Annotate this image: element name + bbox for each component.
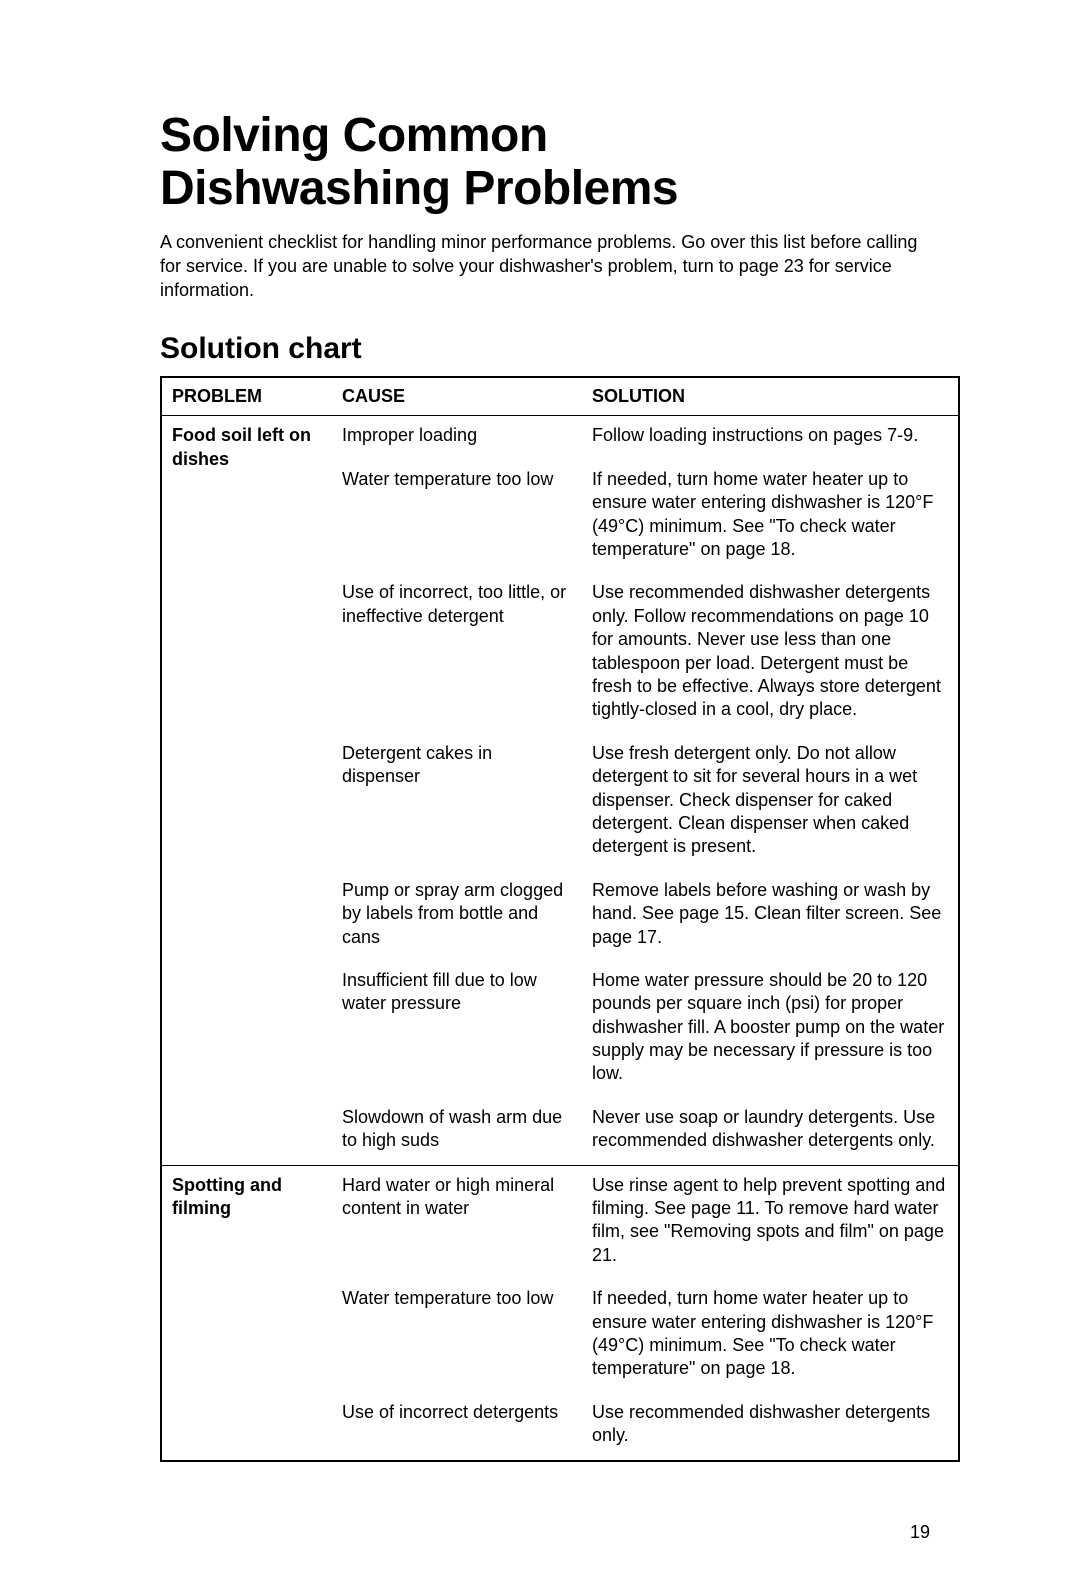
header-solution: SOLUTION [582, 377, 959, 416]
solution-cell: Remove labels before washing or wash by … [582, 871, 959, 961]
solution-cell: Use fresh detergent only. Do not allow d… [582, 734, 959, 871]
intro-text: A convenient checklist for handling mino… [160, 230, 940, 303]
cause-cell: Pump or spray arm clogged by labels from… [332, 871, 582, 961]
solution-cell: If needed, turn home water heater up to … [582, 1279, 959, 1393]
cause-cell: Insufficient fill due to low water press… [332, 961, 582, 1098]
problem-cell: Food soil left on dishes [161, 416, 332, 1165]
solution-cell: Never use soap or laundry detergents. Us… [582, 1098, 959, 1165]
page-content: Solving Common Dishwashing Problems A co… [0, 0, 1080, 1583]
page-number: 19 [160, 1462, 960, 1543]
cause-cell: Hard water or high mineral content in wa… [332, 1165, 582, 1279]
header-problem: PROBLEM [161, 377, 332, 416]
header-cause: CAUSE [332, 377, 582, 416]
table-header-row: PROBLEM CAUSE SOLUTION [161, 377, 959, 416]
cause-cell: Water temperature too low [332, 1279, 582, 1393]
solution-cell: Use recommended dishwasher detergents on… [582, 573, 959, 733]
page-title: Solving Common Dishwashing Problems [160, 110, 960, 216]
solution-cell: Follow loading instructions on pages 7-9… [582, 416, 959, 460]
cause-cell: Use of incorrect detergents [332, 1393, 582, 1461]
subheading: Solution chart [160, 332, 960, 366]
cause-cell: Water temperature too low [332, 460, 582, 574]
cause-cell: Detergent cakes in dispenser [332, 734, 582, 871]
title-line-2: Dishwashing Problems [160, 162, 678, 215]
solution-cell: If needed, turn home water heater up to … [582, 460, 959, 574]
cause-cell: Improper loading [332, 416, 582, 460]
solution-cell: Home water pressure should be 20 to 120 … [582, 961, 959, 1098]
solution-cell: Use recommended dishwasher detergents on… [582, 1393, 959, 1461]
table-row: Food soil left on dishes Improper loadin… [161, 416, 959, 460]
problem-cell: Spotting and filming [161, 1165, 332, 1460]
cause-cell: Use of incorrect, too little, or ineffec… [332, 573, 582, 733]
cause-cell: Slowdown of wash arm due to high suds [332, 1098, 582, 1165]
table-row: Spotting and filming Hard water or high … [161, 1165, 959, 1279]
solution-table: PROBLEM CAUSE SOLUTION Food soil left on… [160, 376, 960, 1461]
title-line-1: Solving Common [160, 109, 548, 162]
solution-cell: Use rinse agent to help prevent spotting… [582, 1165, 959, 1279]
